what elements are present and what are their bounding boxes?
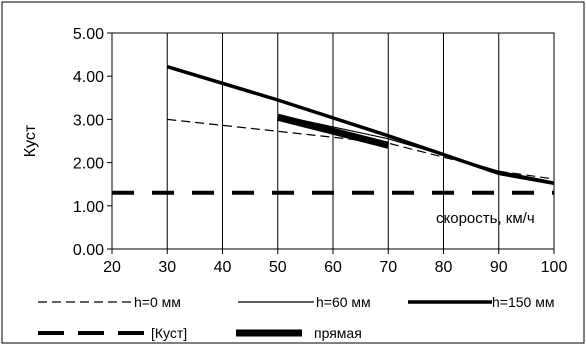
y-tick-label: 5.00 (73, 26, 104, 43)
x-tick-label: 80 (435, 259, 453, 276)
legend-label-4: [Куст] (151, 325, 187, 341)
x-tick-label: 50 (269, 259, 287, 276)
series-line-1 (167, 118, 555, 180)
chart-border (1, 1, 585, 344)
x-tick-label: 100 (541, 259, 568, 276)
legend-label-5: прямая (314, 325, 362, 341)
grid-layer (166, 33, 500, 249)
x-tick-label: 20 (103, 259, 121, 276)
x-axis-label: скорость, км/ч (436, 210, 535, 227)
y-tick-label: 1.00 (73, 199, 104, 216)
series-line-5 (276, 113, 390, 149)
series-layer (112, 65, 555, 195)
legend: h=0 мм h=60 мм h=150 мм [Куст] прямая (38, 294, 554, 341)
x-tick-label: 70 (379, 259, 397, 276)
y-tick-label: 2.00 (73, 156, 104, 173)
y-tick-label: 0.00 (73, 242, 104, 259)
y-axis-label: Куст (22, 124, 39, 157)
x-tick-label: 90 (490, 259, 508, 276)
y-tick-label: 4.00 (73, 69, 104, 86)
legend-label-2: h=60 мм (316, 294, 371, 310)
x-tick-label: 40 (214, 259, 232, 276)
y-tick-label: 3.00 (73, 112, 104, 129)
legend-label-1: h=0 мм (134, 294, 181, 310)
legend-label-3: h=150 мм (492, 294, 554, 310)
series-line-3 (166, 65, 555, 186)
tick-layer: 0.00 1.00 2.00 3.00 4.00 5.00 20 30 40 50 60 70 80 90… (73, 26, 568, 276)
x-tick-label: 30 (158, 259, 176, 276)
x-tick-label: 60 (324, 259, 342, 276)
